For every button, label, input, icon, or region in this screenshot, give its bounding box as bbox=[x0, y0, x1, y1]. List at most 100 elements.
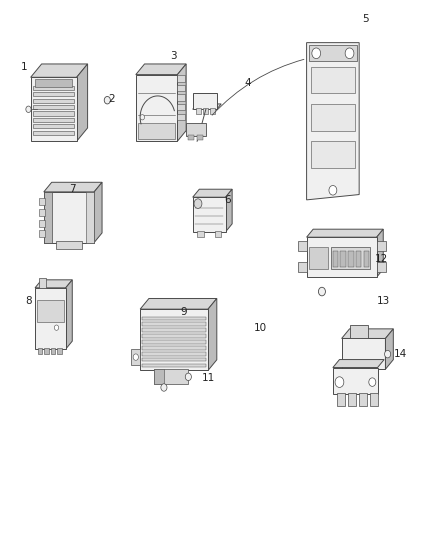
Polygon shape bbox=[377, 229, 383, 277]
Bar bbox=[332, 251, 338, 267]
Bar bbox=[35, 288, 66, 349]
Bar bbox=[309, 45, 357, 61]
Text: 4: 4 bbox=[244, 78, 251, 87]
Circle shape bbox=[185, 373, 191, 381]
Bar bbox=[364, 251, 369, 267]
Polygon shape bbox=[35, 280, 72, 288]
Bar bbox=[193, 197, 226, 232]
Polygon shape bbox=[307, 43, 359, 200]
Text: 7: 7 bbox=[69, 184, 76, 194]
Bar bbox=[177, 85, 185, 91]
Bar bbox=[33, 131, 74, 135]
Bar bbox=[340, 251, 346, 267]
Polygon shape bbox=[342, 329, 393, 338]
Bar bbox=[177, 75, 185, 82]
Bar bbox=[142, 334, 206, 338]
Bar bbox=[39, 220, 45, 227]
Bar bbox=[197, 135, 203, 140]
Circle shape bbox=[26, 106, 31, 112]
Bar bbox=[142, 358, 206, 361]
Bar bbox=[311, 104, 355, 131]
Bar bbox=[309, 247, 328, 269]
Text: 6: 6 bbox=[224, 195, 231, 205]
Bar bbox=[342, 338, 385, 369]
Bar bbox=[203, 108, 208, 114]
Polygon shape bbox=[385, 329, 393, 369]
Bar bbox=[188, 135, 194, 140]
Bar bbox=[298, 241, 307, 251]
Polygon shape bbox=[77, 64, 88, 141]
Bar bbox=[38, 348, 42, 354]
Bar bbox=[39, 209, 45, 216]
Circle shape bbox=[161, 384, 167, 391]
Polygon shape bbox=[226, 189, 232, 232]
Polygon shape bbox=[44, 182, 102, 192]
Bar bbox=[31, 77, 77, 141]
Bar bbox=[370, 393, 378, 406]
Text: 1: 1 bbox=[21, 62, 28, 71]
Bar bbox=[33, 118, 74, 122]
Bar bbox=[333, 368, 378, 394]
Bar bbox=[44, 192, 94, 243]
Circle shape bbox=[329, 185, 337, 195]
Bar bbox=[142, 352, 206, 356]
Bar bbox=[377, 262, 386, 272]
Polygon shape bbox=[31, 64, 88, 77]
Bar bbox=[57, 241, 81, 249]
Bar bbox=[311, 67, 355, 93]
Polygon shape bbox=[66, 280, 72, 349]
Bar bbox=[39, 230, 45, 237]
Bar bbox=[44, 348, 49, 354]
Polygon shape bbox=[136, 64, 186, 75]
Bar bbox=[154, 369, 187, 384]
Bar bbox=[356, 251, 361, 267]
Bar bbox=[348, 393, 356, 406]
Bar bbox=[33, 92, 74, 96]
Bar bbox=[138, 123, 175, 139]
Bar bbox=[142, 346, 206, 350]
Circle shape bbox=[385, 350, 391, 358]
Text: 8: 8 bbox=[25, 296, 32, 306]
Bar bbox=[33, 124, 74, 128]
Bar bbox=[377, 241, 386, 251]
Circle shape bbox=[312, 48, 321, 59]
Bar bbox=[348, 251, 353, 267]
Bar bbox=[154, 369, 164, 384]
Polygon shape bbox=[307, 229, 383, 237]
Circle shape bbox=[133, 354, 138, 360]
Bar bbox=[33, 111, 74, 116]
Bar bbox=[140, 309, 208, 370]
Bar bbox=[37, 300, 64, 321]
Bar bbox=[337, 393, 345, 406]
Circle shape bbox=[104, 96, 110, 104]
Bar bbox=[51, 348, 55, 354]
Polygon shape bbox=[177, 64, 186, 141]
Circle shape bbox=[369, 378, 376, 386]
Bar bbox=[215, 231, 221, 237]
Text: 2: 2 bbox=[108, 94, 115, 103]
Polygon shape bbox=[193, 189, 232, 197]
Circle shape bbox=[335, 377, 344, 387]
Bar bbox=[177, 114, 185, 120]
Text: 5: 5 bbox=[362, 14, 369, 23]
Bar bbox=[33, 86, 74, 90]
Circle shape bbox=[140, 115, 145, 120]
Bar bbox=[136, 75, 177, 141]
Circle shape bbox=[345, 48, 354, 59]
Bar bbox=[193, 93, 217, 109]
Bar bbox=[142, 340, 206, 344]
Polygon shape bbox=[131, 349, 140, 365]
Text: 10: 10 bbox=[254, 323, 267, 333]
Bar bbox=[197, 231, 204, 237]
Circle shape bbox=[318, 287, 325, 296]
Bar bbox=[307, 237, 377, 277]
Bar bbox=[142, 322, 206, 326]
Polygon shape bbox=[140, 298, 217, 309]
Bar bbox=[210, 108, 215, 114]
Bar bbox=[33, 105, 74, 109]
Bar bbox=[196, 108, 201, 114]
Polygon shape bbox=[333, 360, 384, 368]
Polygon shape bbox=[193, 104, 221, 109]
Bar bbox=[39, 278, 46, 288]
Text: 9: 9 bbox=[180, 307, 187, 317]
